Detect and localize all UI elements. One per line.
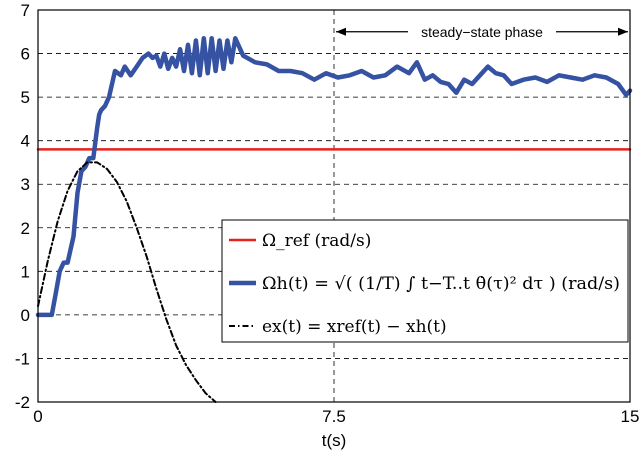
y-tick-label: 6 [21,45,30,64]
series-line-1 [35,36,633,318]
y-tick-label: 5 [21,88,30,107]
arrowhead-left-icon [336,27,346,36]
legend-label-ref: Ω_ref (rad/s) [262,231,371,251]
annotation-label-background [408,21,556,42]
legend-box [221,219,629,343]
legend-label-error: ex(t) = xref(t) − xh(t) [262,317,447,337]
y-tick-label: 0 [21,306,30,325]
legend: Ω_ref (rad/s) Ωh(t) = √( (1/T) ∫ t−T..t … [221,219,629,343]
x-tick-label: 7.5 [322,407,346,426]
annotation-steady-state: steady−state phase [336,21,628,42]
plot-frame [37,9,631,403]
x-axis-title: t(s) [322,431,347,450]
y-tick-label: 2 [21,219,30,238]
y-tick-label: 1 [21,262,30,281]
y-tick-label: 7 [21,1,30,20]
y-tick-label: -1 [15,349,30,368]
annotation-label: steady−state phase [421,24,543,40]
series-line-2 [37,161,217,403]
y-tick-label: 4 [21,132,30,151]
arrowhead-right-icon [618,27,628,36]
legend-label-omega: Ωh(t) = √( (1/T) ∫ t−T..t θ̇(τ)² dτ ) (r… [262,274,620,294]
y-tick-label: 3 [21,175,30,194]
x-tick-label: 0 [33,407,42,426]
series-layer [35,36,633,403]
y-tick-label: -2 [15,393,30,412]
x-tick-label: 15 [621,407,640,426]
